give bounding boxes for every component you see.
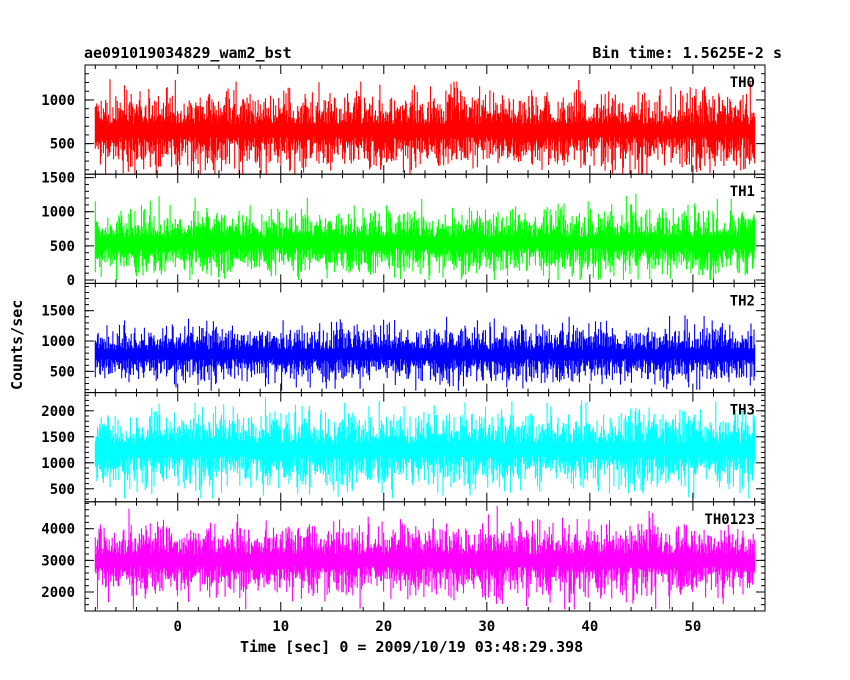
y-axis-label: Counts/sec [8,299,26,390]
y-tick-label: 1500 [41,304,75,320]
y-tick-label: 500 [50,239,75,255]
y-tick-label: 0 [67,273,75,289]
x-tick-label: 0 [174,619,182,635]
panel-label-th2: TH2 [730,293,755,309]
x-tick-label: 10 [272,619,289,635]
y-tick-label: 1500 [41,430,75,446]
bin-time-label: Bin time: 1.5625E-2 s [592,44,782,62]
chart-title: ae091019034829_wam2_bst [84,44,292,62]
y-tick-label: 2000 [41,585,75,601]
x-tick-label: 50 [684,619,701,635]
panel-label-th0: TH0 [730,75,755,91]
series-th3 [94,397,756,499]
series-th2 [94,315,756,391]
x-tick-label: 30 [478,619,495,635]
y-tick-label: 500 [50,482,75,498]
x-tick-label: 40 [581,619,598,635]
series-th1 [94,194,756,280]
y-tick-label: 1000 [41,93,75,109]
y-tick-label: 3000 [41,553,75,569]
y-tick-label: 2000 [41,404,75,420]
y-tick-label: 1500 [41,171,75,187]
panel-label-th1: TH1 [730,184,755,200]
y-tick-label: 1000 [41,456,75,472]
y-tick-label: 500 [50,137,75,153]
y-tick-label: 500 [50,364,75,380]
panel-label-th0123: TH0123 [704,512,755,528]
panel-label-th3: TH3 [730,403,755,419]
series-th0 [94,79,756,175]
x-tick-label: 20 [375,619,392,635]
y-tick-label: 1000 [41,334,75,350]
y-tick-label: 1000 [41,205,75,221]
series-th0123 [94,505,756,610]
y-tick-label: 4000 [41,522,75,538]
x-axis-label: Time [sec] 0 = 2009/10/19 03:48:29.398 [240,638,584,656]
